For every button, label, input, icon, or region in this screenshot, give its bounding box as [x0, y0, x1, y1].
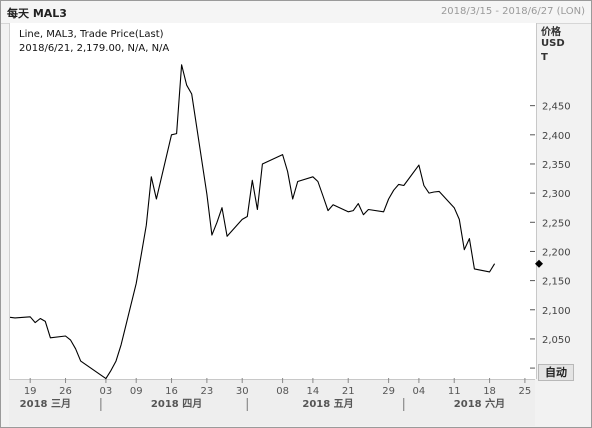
month-label: 2018 四月	[151, 398, 202, 410]
chart-title: 每天 MAL3	[7, 7, 67, 20]
auto-scale-button[interactable]: 自动	[538, 364, 574, 381]
x-tick-label: 26	[59, 386, 72, 397]
x-tick-label: 16	[165, 386, 178, 397]
x-tick-label: 30	[236, 386, 249, 397]
date-range-label: 2018/3/15 - 2018/6/27 (LON)	[440, 6, 585, 17]
y-tick-label: 2,150	[542, 277, 571, 288]
x-tick-label: 23	[201, 386, 214, 397]
month-label: 2018 三月	[20, 398, 71, 410]
x-tick-label: 25	[519, 386, 532, 397]
x-tick-label: 29	[382, 386, 395, 397]
price-series-line	[9, 64, 496, 380]
y-tick-label: 2,250	[542, 218, 571, 229]
y-axis-unit-label: T	[541, 52, 548, 63]
x-tick-label: 11	[448, 386, 461, 397]
last-value-info-line: 2018/6/21, 2,179.00, N/A, N/A	[19, 43, 170, 54]
last-value-marker	[535, 259, 543, 268]
y-tick-label: 2,100	[542, 306, 571, 317]
x-tick-label: 21	[342, 386, 355, 397]
x-tick-label: 18	[483, 386, 496, 397]
x-tick-label: 09	[130, 386, 143, 397]
month-label: 2018 五月	[302, 398, 353, 410]
y-tick-label: 2,450	[542, 102, 571, 113]
y-tick-label: 2,300	[542, 189, 571, 200]
series-info-line: Line, MAL3, Trade Price(Last)	[19, 29, 164, 40]
x-axis-strip	[9, 379, 535, 426]
x-tick-label: 08	[276, 386, 289, 397]
y-tick-label: 2,200	[542, 247, 571, 258]
y-axis-price-label: 价格	[541, 27, 561, 38]
x-tick-label: 14	[307, 386, 320, 397]
x-tick-label: 03	[100, 386, 113, 397]
y-tick-label: 2,350	[542, 160, 571, 171]
x-tick-label: 19	[24, 386, 37, 397]
y-axis-currency-label: USD	[541, 38, 565, 49]
month-label: 2018 六月	[454, 397, 505, 410]
x-tick-label: 04	[413, 386, 426, 397]
plot-area[interactable]	[9, 23, 537, 379]
y-tick-label: 2,400	[542, 131, 571, 142]
y-tick-label: 2,050	[542, 335, 571, 346]
